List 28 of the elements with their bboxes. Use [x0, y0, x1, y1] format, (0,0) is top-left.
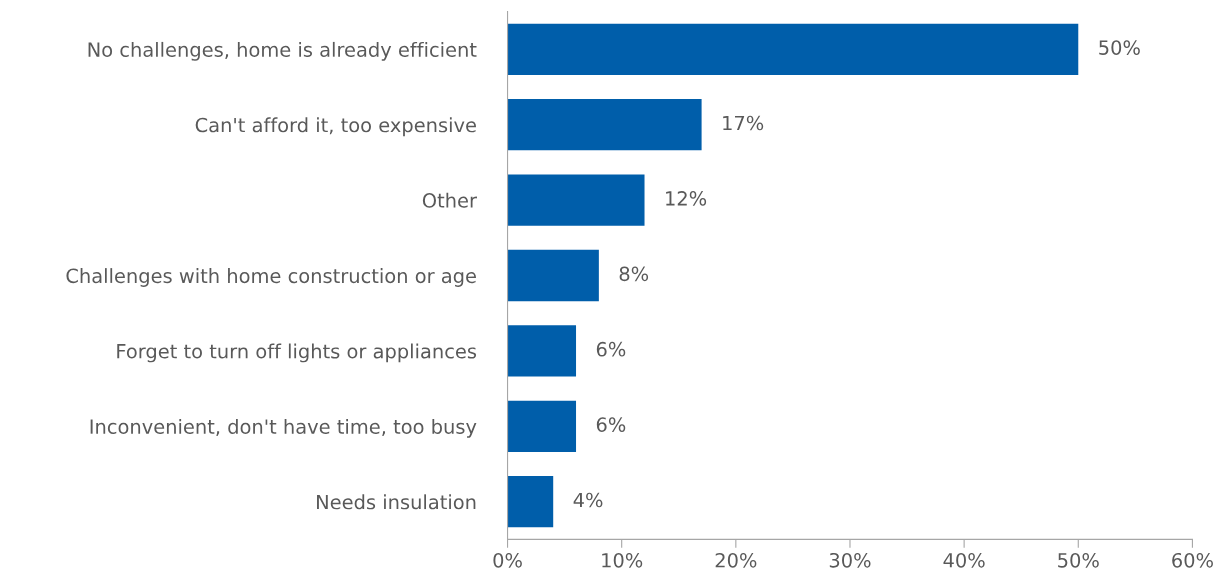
data-label: 4% — [573, 492, 603, 508]
x-tick-label: 60% — [1172, 552, 1213, 568]
y-tick-label: Other — [422, 192, 477, 208]
x-tick-label: 30% — [829, 552, 871, 568]
data-label: 50% — [1099, 40, 1140, 55]
bar — [507, 476, 554, 528]
data-label: 17% — [723, 115, 764, 131]
bar — [507, 400, 577, 452]
data-label: 8% — [619, 266, 649, 282]
bar — [507, 249, 599, 302]
bar — [507, 23, 1079, 75]
x-tick-label: 20% — [715, 552, 757, 568]
data-label: 6% — [596, 341, 626, 357]
x-tick-label: 40% — [943, 552, 985, 568]
x-tick-label: 10% — [602, 552, 643, 568]
bar — [507, 325, 577, 377]
x-tick-label: 0% — [493, 552, 522, 568]
x-tick-label: 50% — [1058, 552, 1099, 568]
y-tick-label: Challenges with home construction or age — [66, 268, 476, 287]
data-label: 12% — [666, 191, 707, 206]
bar — [507, 174, 645, 226]
y-tick-label: Inconvenient, don't have time, too busy — [90, 418, 477, 438]
y-tick-label: Needs insulation — [317, 494, 476, 510]
y-tick-label: Forget to turn off lights or appliances — [117, 343, 477, 363]
y-tick-label: No challenges, home is already efficient — [88, 41, 477, 61]
y-tick-label: Can't afford it, too expensive — [195, 117, 476, 137]
bar — [507, 99, 702, 151]
data-label: 6% — [596, 417, 626, 432]
